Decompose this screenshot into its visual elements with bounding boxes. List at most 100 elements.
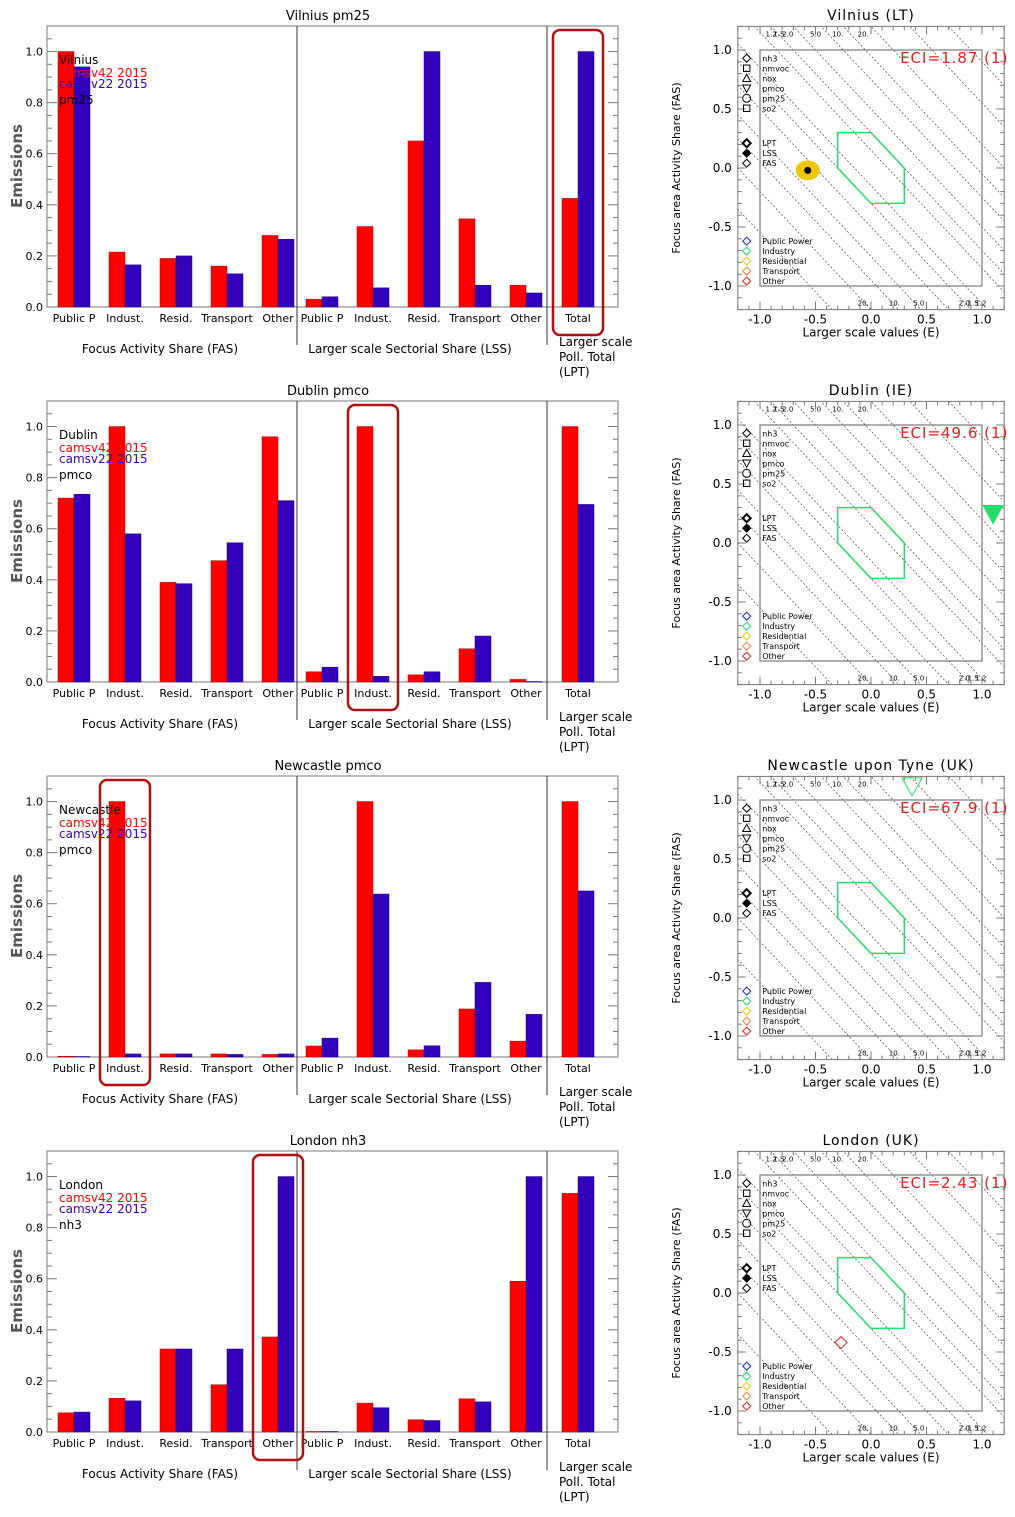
iso-label-bottom: 20. bbox=[858, 300, 869, 308]
bar-camsv22 bbox=[423, 51, 441, 308]
legend-symbol-pmco bbox=[741, 1209, 752, 1219]
chart-title: Dublin pmco bbox=[287, 384, 369, 399]
legend-sector-symbol bbox=[741, 246, 752, 256]
legend-sector-symbol bbox=[741, 256, 752, 266]
bar-camsv42 bbox=[407, 1049, 425, 1058]
legend-sector-symbol bbox=[741, 1361, 752, 1371]
x-category-label: Resid. bbox=[407, 1062, 440, 1075]
group-label-lpt: (LPT) bbox=[559, 740, 590, 754]
x-tick-label: 0.5 bbox=[917, 1438, 936, 1452]
legend-pollutant-label: pm25 bbox=[762, 469, 785, 478]
legend-pollutant-label: pmco bbox=[762, 84, 784, 93]
legend-city: Dublin bbox=[59, 428, 98, 442]
y-tick-label: -1.0 bbox=[708, 279, 731, 293]
iso-label-bottom: 20. bbox=[858, 1425, 869, 1433]
legend-camsv42: camsv42 2015 bbox=[59, 441, 148, 455]
x-tick-label: 0.0 bbox=[861, 313, 880, 327]
legend-symbol-so2 bbox=[742, 1229, 751, 1237]
bar-camsv42 bbox=[305, 299, 323, 308]
bar-camsv42 bbox=[108, 801, 126, 1058]
bar-camsv42 bbox=[509, 679, 527, 683]
y-axis-label: Focus area Activity Share (FAS) bbox=[670, 82, 683, 253]
y-tick-label: 0.2 bbox=[26, 625, 44, 638]
iso-label-top: 10. bbox=[832, 780, 843, 788]
x-tick-label: -0.5 bbox=[804, 1438, 827, 1452]
legend-type-label: LPT bbox=[762, 889, 776, 898]
legend-type-label: FAS bbox=[762, 1284, 776, 1293]
y-tick-label: 1.0 bbox=[713, 1168, 732, 1182]
x-tick-label: -0.5 bbox=[804, 688, 827, 702]
bar-camsv42 bbox=[261, 1054, 279, 1058]
legend-symbol-lpt bbox=[741, 512, 753, 524]
x-category-label: Transport bbox=[448, 687, 501, 700]
iso-label-top: 10. bbox=[832, 30, 843, 38]
x-tick-label: 1.0 bbox=[972, 1438, 991, 1452]
bar-camsv42 bbox=[57, 1055, 75, 1058]
y-tick-label: -0.5 bbox=[708, 595, 731, 609]
y-axis-label: Emissions bbox=[8, 499, 26, 583]
y-tick-label: 0.8 bbox=[26, 847, 44, 860]
iso-label-top: 10. bbox=[832, 1155, 843, 1163]
iso-label-top: 10. bbox=[832, 405, 843, 413]
y-tick-label: 1.0 bbox=[26, 46, 44, 59]
iso-label-top: 5.0 bbox=[810, 30, 821, 38]
bar-camsv22 bbox=[226, 273, 244, 308]
iso-label-bottom: 1.2 bbox=[975, 675, 986, 683]
iso-label-top: 1.2 bbox=[766, 1155, 777, 1163]
x-tick-label: -0.5 bbox=[804, 313, 827, 327]
scatter-title: Vilnius (LT) bbox=[827, 8, 915, 24]
y-tick-label: 0.4 bbox=[26, 574, 44, 587]
target-hexagon bbox=[836, 131, 906, 205]
x-category-label: Public P bbox=[53, 1437, 96, 1450]
x-category-label: Resid. bbox=[159, 312, 192, 325]
bar-camsv42 bbox=[458, 1398, 476, 1433]
x-category-label: Indust. bbox=[106, 1062, 144, 1075]
bar-camsv22 bbox=[277, 1053, 295, 1058]
legend-pollutant-label: nh3 bbox=[762, 54, 777, 63]
bar-camsv22 bbox=[474, 1401, 492, 1433]
group-label-fas: Focus Activity Share (FAS) bbox=[82, 717, 238, 731]
legend-symbol-so2 bbox=[742, 104, 751, 112]
legend-symbol-fas bbox=[741, 533, 752, 543]
legend-sector-symbol bbox=[741, 1381, 752, 1391]
legend-pollutant-label: nh3 bbox=[762, 804, 777, 813]
x-category-label: Public P bbox=[53, 312, 96, 325]
bar-camsv22 bbox=[474, 285, 492, 308]
row-vilnius: Vilnius pm25 Emissions 0.0 0.2 0.4 0.6 0.8 1.0 P… bbox=[0, 0, 1015, 379]
iso-label-bottom: 20. bbox=[858, 1050, 869, 1058]
legend-pollutant-label: nox bbox=[762, 1199, 777, 1208]
bar-camsv42 bbox=[561, 198, 579, 308]
target-hexagon bbox=[836, 1256, 906, 1330]
x-category-label: Transport bbox=[200, 312, 253, 325]
legend-type-label: LSS bbox=[762, 899, 777, 908]
legend-camsv22: camsv22 2015 bbox=[59, 77, 148, 91]
x-category-label: Indust. bbox=[354, 1437, 392, 1450]
legend-symbol-lss bbox=[741, 898, 752, 908]
legend-type-label: LSS bbox=[762, 149, 777, 158]
y-axis-label: Emissions bbox=[8, 1249, 26, 1333]
bar-camsv22 bbox=[277, 1176, 295, 1433]
legend-pollutant-label: so2 bbox=[762, 854, 776, 863]
y-tick-label: -0.5 bbox=[708, 220, 731, 234]
legend-type-label: LSS bbox=[762, 524, 777, 533]
legend-sector-symbol bbox=[741, 641, 752, 651]
y-tick-label: 0.0 bbox=[26, 301, 44, 314]
legend-sector-label: Industry bbox=[762, 1372, 795, 1381]
group-label-lss: Larger scale Sectorial Share (LSS) bbox=[308, 1467, 511, 1481]
inner-box bbox=[759, 49, 983, 287]
legend-symbol-pm25 bbox=[742, 843, 752, 853]
target-hexagon bbox=[836, 881, 906, 955]
data-point-industry bbox=[901, 777, 923, 797]
x-category-label: Indust. bbox=[354, 312, 392, 325]
bar-camsv22 bbox=[372, 287, 390, 308]
legend-pollutant-label: nmvoc bbox=[762, 814, 789, 823]
bar-camsv42 bbox=[561, 801, 579, 1058]
bar-camsv42 bbox=[210, 265, 228, 308]
bar-camsv42 bbox=[356, 1402, 374, 1433]
scatter-dublin: Dublin (IE) -1.0 -1.0 -0.5 -0.5 0.0 0.0 0.5 0.5 1… bbox=[670, 383, 1007, 715]
y-tick-label: 0.0 bbox=[713, 911, 732, 925]
iso-label-top: 1.5 bbox=[773, 780, 784, 788]
iso-label-bottom: 2.0 bbox=[959, 1050, 970, 1058]
legend-sector-symbol bbox=[741, 611, 752, 621]
iso-label-bottom: 10. bbox=[889, 1050, 900, 1058]
